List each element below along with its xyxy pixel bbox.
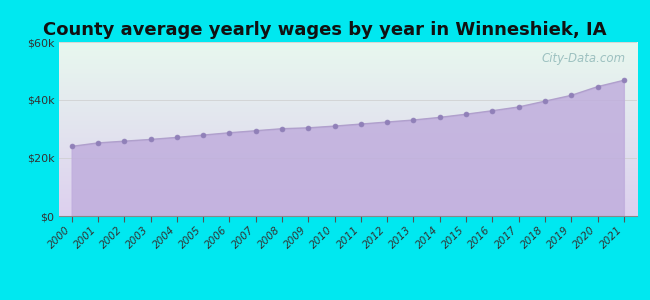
Text: City-Data.com: City-Data.com [541, 52, 625, 65]
Text: County average yearly wages by year in Winneshiek, IA: County average yearly wages by year in W… [44, 21, 606, 39]
